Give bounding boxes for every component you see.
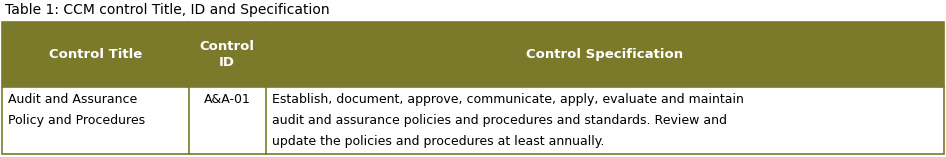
- Bar: [2, 22, 188, 87]
- Text: Control
ID: Control ID: [200, 41, 254, 68]
- Bar: [2, 87, 188, 154]
- Bar: [188, 22, 266, 87]
- Bar: [2, 22, 944, 154]
- Text: Establish, document, approve, communicate, apply, evaluate and maintain
audit an: Establish, document, approve, communicat…: [272, 93, 744, 148]
- Text: Table 1: CCM control Title, ID and Specification: Table 1: CCM control Title, ID and Speci…: [5, 3, 329, 17]
- Bar: [188, 87, 266, 154]
- Text: A&A-01: A&A-01: [203, 93, 251, 106]
- Bar: [266, 87, 944, 154]
- Text: Audit and Assurance
Policy and Procedures: Audit and Assurance Policy and Procedure…: [8, 93, 145, 127]
- Bar: [266, 22, 944, 87]
- Text: Control Title: Control Title: [48, 48, 142, 61]
- Text: Control Specification: Control Specification: [526, 48, 683, 61]
